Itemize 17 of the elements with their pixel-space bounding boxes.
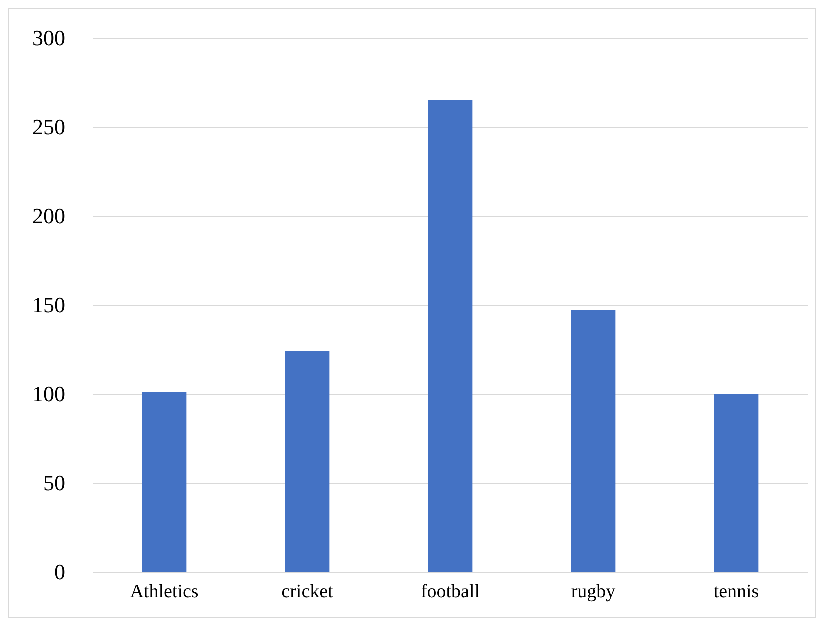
x-tick-label: rugby bbox=[571, 582, 616, 602]
y-tick-label: 300 bbox=[32, 26, 66, 50]
y-tick-label: 200 bbox=[32, 204, 66, 228]
x-tick-label: Athletics bbox=[130, 582, 199, 602]
bar bbox=[571, 310, 616, 572]
x-tick-label: tennis bbox=[714, 582, 760, 602]
y-tick-label: 0 bbox=[54, 560, 66, 584]
bar bbox=[142, 392, 187, 572]
x-tick-label: football bbox=[420, 582, 480, 602]
bar bbox=[428, 100, 473, 572]
bar bbox=[285, 351, 330, 572]
x-tick-label: cricket bbox=[282, 582, 334, 602]
bar bbox=[714, 394, 759, 572]
y-tick-label: 250 bbox=[32, 114, 66, 140]
y-tick-label: 150 bbox=[32, 292, 66, 318]
y-tick-label: 100 bbox=[32, 382, 66, 406]
y-tick-label: 50 bbox=[44, 470, 66, 496]
